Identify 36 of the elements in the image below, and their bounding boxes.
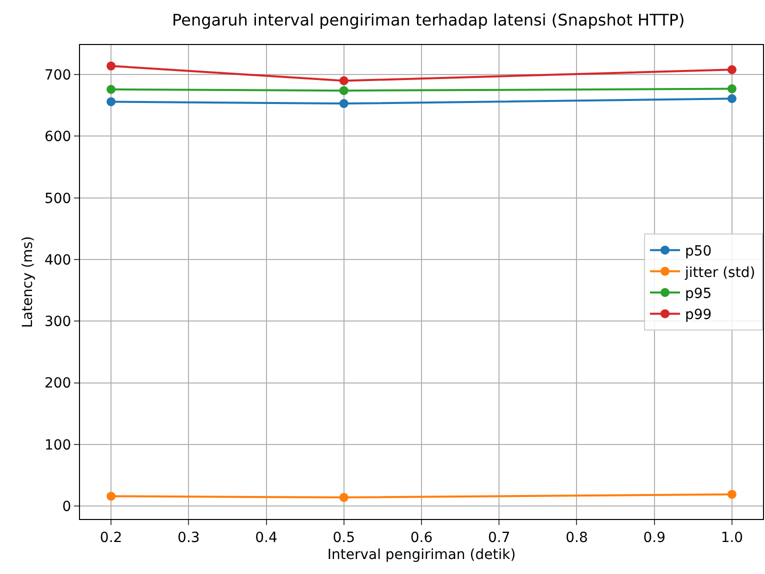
x-tick-label: 0.9 <box>643 530 666 546</box>
legend-label: jitter (std) <box>684 264 756 281</box>
point <box>339 99 348 108</box>
x-tick-label: 0.3 <box>178 530 200 546</box>
legend-label: p95 <box>685 286 712 302</box>
point <box>727 84 736 94</box>
x-axis-title: Interval pengiriman (detik) <box>327 547 516 564</box>
point <box>339 76 348 86</box>
point <box>106 492 116 501</box>
x-tick-label: 1.0 <box>720 530 744 546</box>
point <box>727 490 736 499</box>
point <box>339 86 348 96</box>
x-tick-label: 0.8 <box>566 530 588 546</box>
x-tick-label: 0.5 <box>332 530 356 546</box>
point <box>727 65 736 74</box>
y-tick-label: 300 <box>44 314 72 330</box>
legend-label: p50 <box>685 244 712 260</box>
y-tick-label: 100 <box>44 437 72 454</box>
legend-label: p99 <box>685 307 712 324</box>
y-tick-label: 600 <box>44 129 72 146</box>
x-tick-label: 0.7 <box>488 530 510 546</box>
x-tick-label: 0.4 <box>255 530 278 546</box>
y-axis-title: Latency (ms) <box>20 236 36 328</box>
point <box>106 97 116 106</box>
x-tick-label: 0.6 <box>410 530 433 546</box>
y-tick-label: 400 <box>44 252 72 268</box>
point <box>106 84 116 94</box>
point <box>106 61 116 70</box>
y-tick-label: 500 <box>44 190 72 207</box>
y-tick-label: 0 <box>62 498 72 515</box>
y-tick-label: 200 <box>44 376 72 392</box>
point <box>339 492 348 502</box>
x-tick-label: 0.2 <box>100 530 122 546</box>
point <box>727 94 736 104</box>
y-tick-label: 700 <box>44 67 72 84</box>
chart-title: Pengaruh interval pengiriman terhadap latensi (Snapshot HTTP) <box>172 10 685 30</box>
